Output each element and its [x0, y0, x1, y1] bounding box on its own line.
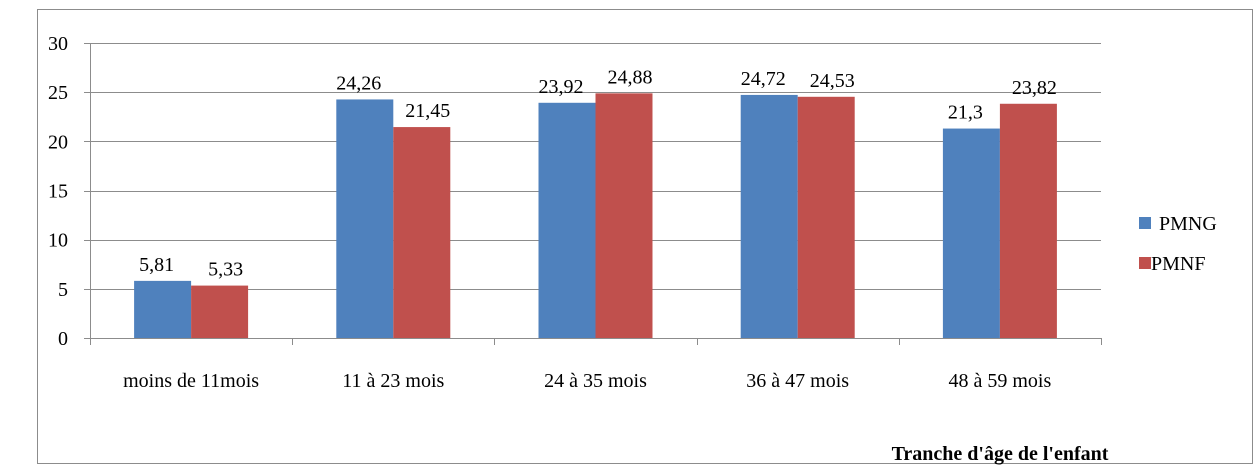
data-label: 24,88	[608, 66, 653, 88]
x-tick-label: moins de 11mois	[123, 370, 259, 392]
y-tick-label: 0	[58, 328, 68, 350]
data-label: 24,26	[336, 72, 381, 94]
x-tick-label: 24 à 35 mois	[544, 370, 647, 392]
y-tick-label: 10	[48, 230, 68, 252]
data-label: 5,33	[208, 259, 243, 281]
bar-pmng	[538, 102, 596, 338]
legend-label: PMNG	[1159, 213, 1217, 235]
data-label: 23,82	[1012, 77, 1057, 99]
data-label: 21,3	[948, 102, 983, 124]
x-tick-label: 48 à 59 mois	[949, 370, 1052, 392]
bar-pmng	[134, 280, 192, 338]
data-label: 23,92	[539, 76, 584, 98]
legend-label: PMNF	[1151, 253, 1205, 275]
y-tick-label: 25	[48, 82, 68, 104]
y-tick-label: 15	[48, 181, 68, 203]
x-tick-label: 36 à 47 mois	[746, 370, 849, 392]
bar-pmnf	[191, 285, 249, 338]
gridlines	[90, 43, 1101, 290]
x-axis-title: Tranche d'âge de l'enfant	[892, 443, 1109, 465]
legend-swatch	[1139, 217, 1151, 229]
bar-pmnf	[595, 93, 653, 338]
data-label: 5,81	[139, 254, 174, 276]
bar-pmng	[336, 99, 394, 339]
bar-pmnf	[393, 127, 451, 338]
axes: 0 5 10 15 20 25 30 moins de 11mois 11 à 23 mois 2…	[48, 33, 1102, 392]
legend-swatch	[1139, 257, 1151, 269]
y-tick-label: 5	[58, 279, 68, 301]
data-label: 24,53	[810, 70, 855, 92]
y-tick-label: 20	[48, 131, 68, 153]
bar-pmnf	[797, 96, 855, 338]
data-labels: 5,81 24,26 23,92 24,72 21,3 5,33 21,45 24,88 24,…	[139, 66, 1057, 280]
x-tick-label: 11 à 23 mois	[342, 370, 444, 392]
data-label: 24,72	[741, 68, 786, 90]
bar-pmng	[942, 128, 1000, 338]
legend: PMNG PMNF	[1139, 213, 1217, 275]
bar-pmng	[740, 94, 798, 338]
bar-pmnf	[999, 103, 1057, 339]
y-tick-label: 30	[48, 33, 68, 55]
bars	[134, 93, 1057, 339]
data-label: 21,45	[405, 100, 450, 122]
